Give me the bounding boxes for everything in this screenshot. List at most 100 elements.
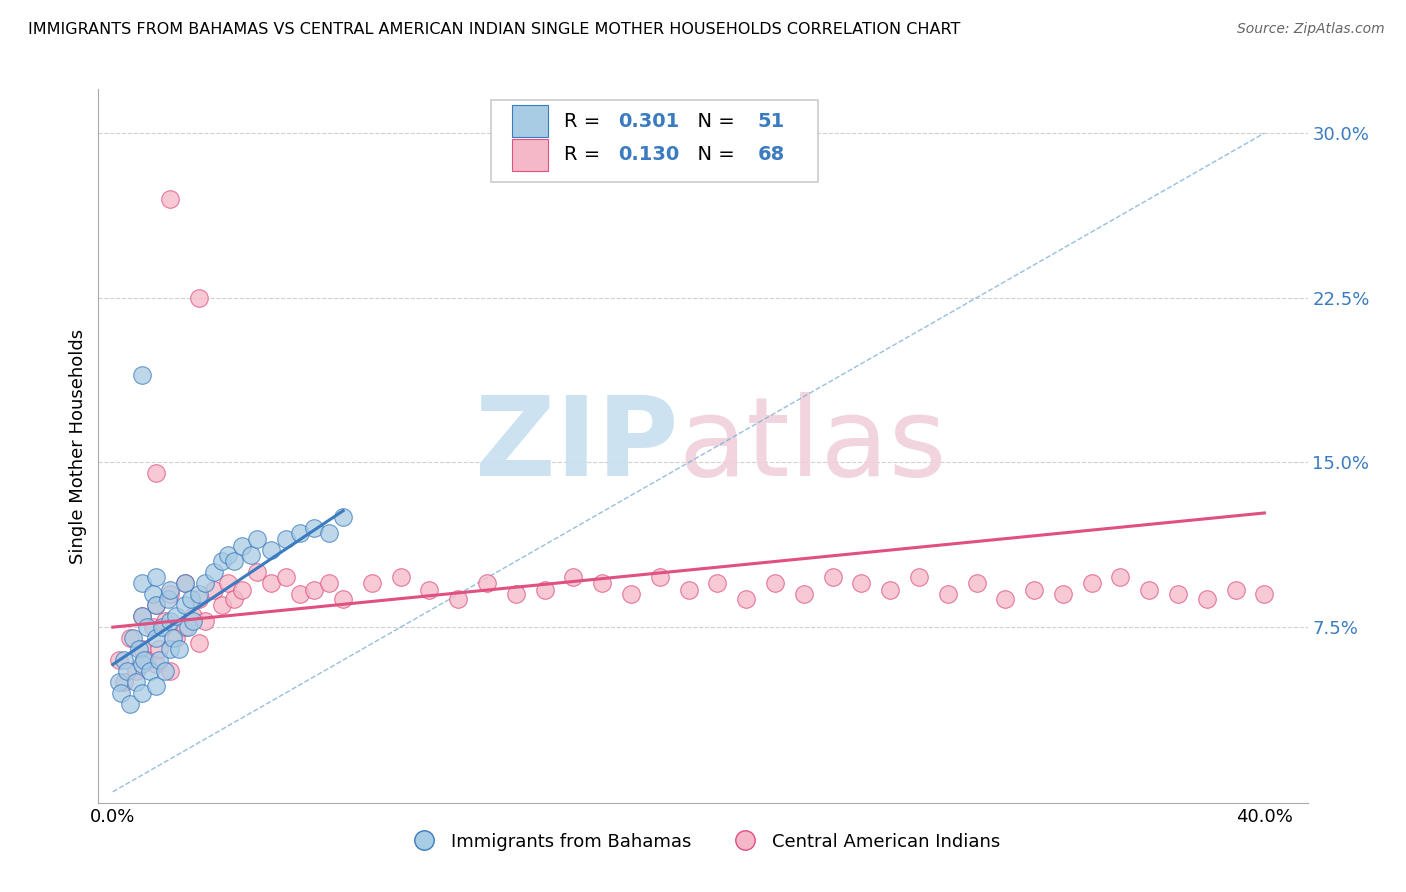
Point [145,467,167,481]
Point [211,598,233,612]
Point [125,675,148,690]
Point [304,521,326,535]
Point [851,576,873,591]
Point [936,587,959,601]
Text: ZIP: ZIP [475,392,679,500]
Point [389,569,412,583]
Point [183,614,205,628]
Point [167,642,190,657]
Point [304,582,326,597]
Point [134,653,156,667]
Point [112,675,135,690]
Point [562,569,585,583]
Point [115,664,138,678]
Point [1253,587,1275,601]
Point [145,657,167,672]
Point [908,569,931,583]
Text: N =: N = [685,112,741,131]
Point [222,591,245,606]
Point [145,631,167,645]
Point [231,582,253,597]
Point [173,576,195,591]
Point [211,554,233,568]
Point [332,591,354,606]
Point [591,576,613,591]
Point [159,664,181,678]
Point [156,591,179,606]
Point [332,510,354,524]
Point [188,635,211,649]
Point [131,657,153,672]
Point [246,533,269,547]
Text: 68: 68 [758,145,785,164]
Point [274,569,297,583]
Point [107,653,129,667]
Point [150,620,173,634]
Y-axis label: Single Mother Households: Single Mother Households [69,328,87,564]
Point [240,548,263,562]
Point [162,631,184,645]
Point [288,525,311,540]
Point [120,631,142,645]
Point [260,576,283,591]
Point [1137,582,1160,597]
Point [318,525,340,540]
Text: R =: R = [564,112,606,131]
Point [145,598,167,612]
Point [165,609,187,624]
Point [274,533,297,547]
Point [131,642,153,657]
Point [246,566,269,580]
Point [125,664,148,678]
Text: IMMIGRANTS FROM BAHAMAS VS CENTRAL AMERICAN INDIAN SINGLE MOTHER HOUSEHOLDS CORR: IMMIGRANTS FROM BAHAMAS VS CENTRAL AMERI… [28,22,960,37]
Point [1167,587,1189,601]
Point [110,686,132,700]
Point [120,697,142,711]
Point [418,582,440,597]
Point [145,598,167,612]
Point [217,548,239,562]
Point [165,631,187,645]
Point [1052,587,1074,601]
Point [142,620,165,634]
Point [131,576,153,591]
Point [288,587,311,601]
Point [180,591,202,606]
Text: Source: ZipAtlas.com: Source: ZipAtlas.com [1237,22,1385,37]
Point [188,291,211,305]
Point [107,675,129,690]
Point [145,569,167,583]
Point [648,569,671,583]
Point [148,642,170,657]
Text: N =: N = [685,145,741,164]
Point [1022,582,1045,597]
Point [194,576,217,591]
Point [763,576,786,591]
Point [159,614,181,628]
Point [706,576,728,591]
Point [159,642,181,657]
Point [131,368,153,382]
Text: R =: R = [564,145,606,164]
Point [678,582,700,597]
Point [173,598,195,612]
Point [447,591,470,606]
Point [159,192,181,206]
Point [188,587,211,601]
Point [159,587,181,601]
Point [735,591,758,606]
Point [139,664,162,678]
Point [533,582,555,597]
Point [361,576,384,591]
Point [131,609,153,624]
Point [879,582,901,597]
Point [318,576,340,591]
Point [142,587,165,601]
Point [260,543,283,558]
Point [183,609,205,624]
Point [112,653,135,667]
Text: 51: 51 [758,112,785,131]
FancyBboxPatch shape [512,139,548,171]
Point [131,609,153,624]
Point [145,680,167,694]
